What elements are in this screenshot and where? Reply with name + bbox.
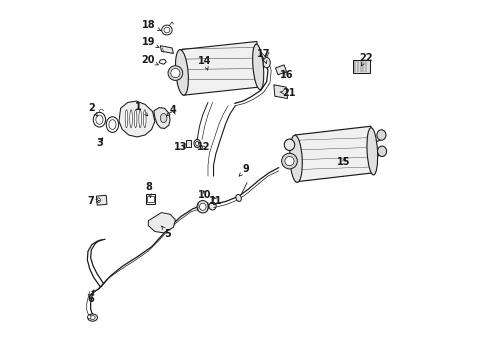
Ellipse shape	[197, 201, 208, 213]
Ellipse shape	[199, 203, 205, 210]
Ellipse shape	[366, 128, 377, 175]
Ellipse shape	[143, 110, 146, 128]
Bar	[275, 65, 286, 75]
Ellipse shape	[90, 316, 95, 320]
Bar	[185, 140, 190, 147]
Polygon shape	[148, 213, 175, 233]
Ellipse shape	[125, 110, 127, 128]
Polygon shape	[181, 41, 259, 95]
Bar	[147, 195, 154, 202]
Text: 9: 9	[239, 163, 249, 176]
Ellipse shape	[163, 27, 169, 33]
Text: 17: 17	[256, 49, 269, 63]
Bar	[145, 194, 155, 204]
Ellipse shape	[376, 130, 385, 140]
Text: 22: 22	[358, 53, 372, 66]
Text: 14: 14	[198, 56, 211, 70]
Text: 11: 11	[209, 196, 222, 206]
Text: 2: 2	[88, 103, 97, 116]
Text: 21: 21	[279, 87, 296, 98]
Ellipse shape	[194, 139, 200, 148]
Text: 5: 5	[162, 226, 171, 239]
Text: 3: 3	[96, 138, 102, 148]
Ellipse shape	[87, 314, 97, 321]
Text: 8: 8	[144, 181, 151, 197]
Text: 20: 20	[142, 55, 158, 65]
Ellipse shape	[252, 44, 263, 90]
Ellipse shape	[134, 110, 137, 128]
Ellipse shape	[160, 113, 166, 123]
Text: 7: 7	[87, 196, 100, 206]
Ellipse shape	[377, 146, 386, 157]
Text: 6: 6	[87, 291, 94, 304]
Ellipse shape	[168, 66, 183, 80]
Text: 16: 16	[280, 70, 293, 80]
Ellipse shape	[109, 120, 116, 130]
Ellipse shape	[289, 135, 302, 183]
Text: 15: 15	[337, 157, 350, 167]
Text: 4: 4	[166, 105, 176, 116]
Ellipse shape	[106, 117, 119, 132]
Polygon shape	[159, 59, 166, 64]
Ellipse shape	[284, 139, 294, 150]
Polygon shape	[273, 85, 287, 99]
Text: 13: 13	[174, 143, 187, 152]
Ellipse shape	[87, 315, 91, 319]
Ellipse shape	[175, 50, 188, 95]
Text: 19: 19	[142, 37, 159, 48]
Ellipse shape	[139, 110, 141, 128]
Ellipse shape	[162, 25, 172, 35]
Ellipse shape	[170, 68, 180, 78]
Ellipse shape	[263, 58, 270, 68]
Ellipse shape	[129, 110, 132, 128]
Ellipse shape	[96, 198, 100, 202]
Bar	[353, 60, 369, 73]
Text: 10: 10	[198, 190, 211, 200]
Ellipse shape	[195, 141, 199, 146]
Ellipse shape	[285, 157, 293, 166]
Text: 18: 18	[141, 20, 161, 31]
Ellipse shape	[93, 112, 105, 127]
Ellipse shape	[208, 202, 216, 210]
Text: 12: 12	[197, 143, 210, 152]
Ellipse shape	[235, 194, 241, 201]
Polygon shape	[119, 101, 155, 137]
Text: 1: 1	[135, 102, 147, 116]
Polygon shape	[154, 108, 170, 129]
Polygon shape	[294, 126, 372, 182]
Polygon shape	[160, 46, 173, 54]
Bar	[96, 195, 107, 205]
Ellipse shape	[281, 153, 297, 169]
Ellipse shape	[96, 115, 103, 124]
